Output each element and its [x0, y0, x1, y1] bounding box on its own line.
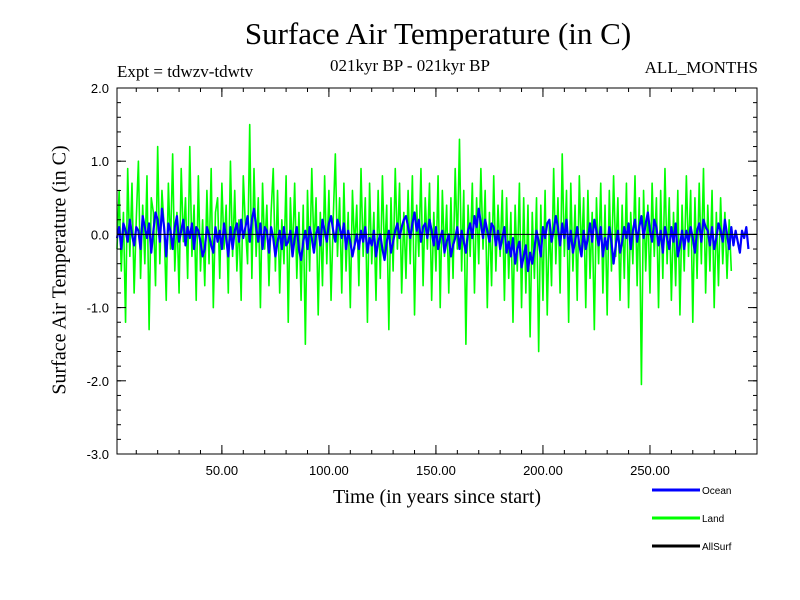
y-tick-label: 2.0: [91, 81, 109, 96]
y-tick-label: -3.0: [87, 447, 109, 462]
experiment-label: Expt = tdwzv-tdwtv: [117, 62, 254, 81]
season-label: ALL_MONTHS: [644, 58, 758, 77]
chart-title: Surface Air Temperature (in C): [244, 16, 632, 51]
legend-label-ocean: Ocean: [702, 486, 731, 497]
series-layer: [115, 123, 750, 386]
x-tick-label: 100.00: [309, 463, 349, 478]
x-tick-label: 50.00: [206, 463, 239, 478]
plot-frame: [116, 87, 758, 455]
legend-label-land: Land: [702, 514, 724, 525]
legend: Ocean Land AllSurf: [652, 486, 732, 553]
y-tick-label: -2.0: [87, 374, 109, 389]
x-axis-label: Time (in years since start): [332, 486, 542, 508]
legend-label-allsurf: AllSurf: [702, 542, 732, 553]
axis-layer: 2.0 1.0 0.0 -1.0 -2.0 -3.0 50.00 100.00 150.00 20…: [87, 81, 758, 478]
x-tick-label: 150.00: [416, 463, 456, 478]
period-label: 021kyr BP - 021kyr BP: [330, 56, 490, 75]
x-tick-label: 200.00: [523, 463, 563, 478]
y-tick-label: 0.0: [91, 227, 109, 242]
x-tick-label: 250.00: [630, 463, 670, 478]
y-tick-label: 1.0: [91, 154, 109, 169]
series-line-land: [116, 123, 733, 386]
y-tick-label: -1.0: [87, 301, 109, 316]
